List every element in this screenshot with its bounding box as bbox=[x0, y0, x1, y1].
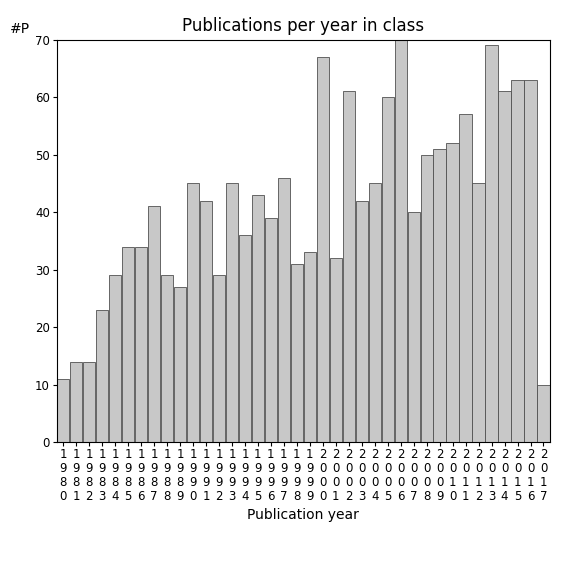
Bar bbox=[524, 80, 537, 442]
Bar bbox=[213, 276, 225, 442]
Bar bbox=[342, 91, 355, 442]
Bar bbox=[148, 206, 160, 442]
Bar bbox=[252, 195, 264, 442]
Title: Publications per year in class: Publications per year in class bbox=[182, 18, 425, 35]
Bar bbox=[109, 276, 121, 442]
Bar bbox=[122, 247, 134, 442]
Bar bbox=[446, 143, 459, 442]
Bar bbox=[485, 45, 498, 442]
Bar bbox=[174, 287, 186, 442]
Bar bbox=[382, 97, 394, 442]
Bar bbox=[161, 276, 173, 442]
Bar bbox=[329, 258, 342, 442]
Bar bbox=[239, 235, 251, 442]
Y-axis label: #P: #P bbox=[10, 22, 29, 36]
Bar bbox=[135, 247, 147, 442]
Bar bbox=[226, 184, 238, 442]
Bar bbox=[356, 201, 368, 442]
Bar bbox=[472, 184, 485, 442]
X-axis label: Publication year: Publication year bbox=[247, 509, 359, 522]
Bar bbox=[70, 362, 82, 442]
Bar bbox=[369, 184, 381, 442]
Bar bbox=[498, 91, 511, 442]
Bar bbox=[96, 310, 108, 442]
Bar bbox=[434, 149, 446, 442]
Bar bbox=[265, 218, 277, 442]
Bar bbox=[278, 177, 290, 442]
Bar bbox=[395, 40, 407, 442]
Bar bbox=[421, 155, 433, 442]
Bar bbox=[304, 252, 316, 442]
Bar bbox=[408, 212, 420, 442]
Bar bbox=[187, 184, 199, 442]
Bar bbox=[316, 57, 329, 442]
Bar bbox=[57, 379, 69, 442]
Bar bbox=[538, 385, 549, 442]
Bar bbox=[291, 264, 303, 442]
Bar bbox=[459, 115, 472, 442]
Bar bbox=[511, 80, 524, 442]
Bar bbox=[200, 201, 212, 442]
Bar bbox=[83, 362, 95, 442]
